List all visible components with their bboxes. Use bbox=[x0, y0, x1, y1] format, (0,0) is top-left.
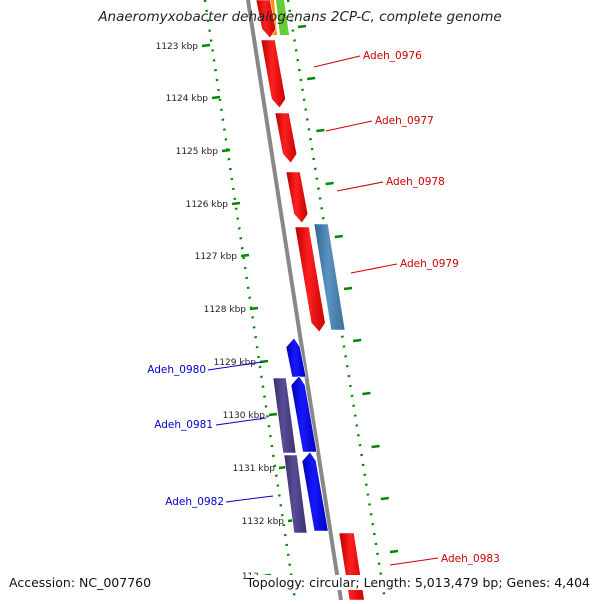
gene-leader-line bbox=[350, 263, 398, 274]
tick-label: 1127 kbp bbox=[195, 252, 238, 262]
accession-text: Accession: NC_007760 bbox=[9, 575, 152, 590]
gene-label[interactable]: Adeh_0982 bbox=[165, 496, 224, 508]
feature-top-green[interactable] bbox=[276, 0, 289, 35]
gene-arrow-adeh-0976[interactable] bbox=[260, 39, 286, 109]
tick-mark bbox=[211, 95, 221, 100]
tick-label: 1126 kbp bbox=[186, 200, 229, 210]
gene-layer bbox=[255, 0, 365, 601]
gene-label[interactable]: Adeh_0983 bbox=[441, 553, 500, 565]
feature-adeh-0981[interactable] bbox=[272, 377, 297, 454]
tick-label: 1124 kbp bbox=[166, 94, 209, 104]
forward-dotted-track bbox=[286, 0, 387, 601]
gene-leader-line bbox=[313, 55, 361, 68]
feature-adeh-0982[interactable] bbox=[283, 454, 308, 534]
gene-arrow-adeh-0977[interactable] bbox=[274, 112, 298, 164]
gene-arrow-adeh-0979[interactable] bbox=[294, 226, 326, 333]
feature-adeh-0979[interactable] bbox=[313, 223, 346, 331]
tick-label: 1130 kbp bbox=[223, 411, 266, 421]
gene-leader-line bbox=[225, 495, 274, 503]
tick-mark bbox=[371, 444, 380, 449]
gene-arrow-top[interactable] bbox=[255, 0, 277, 39]
gene-label[interactable]: Adeh_0981 bbox=[154, 419, 213, 431]
gene-label[interactable]: Adeh_0977 bbox=[375, 115, 434, 127]
gene-arrow-adeh-0982[interactable] bbox=[301, 451, 329, 532]
label-layer: Adeh_0976 Adeh_0977 Adeh_0978 Adeh_0979 Adeh… bbox=[147, 50, 500, 566]
gene-arrow-adeh-0981[interactable] bbox=[290, 375, 318, 453]
gene-label[interactable]: Adeh_0976 bbox=[363, 50, 422, 62]
tick-mark bbox=[325, 181, 334, 186]
tick-label: 1132 kbp bbox=[242, 517, 285, 527]
tick-label: 1131 kbp bbox=[233, 464, 276, 474]
gene-label[interactable]: Adeh_0978 bbox=[386, 176, 445, 188]
map-title: Anaeromyxobacter dehalogenans 2CP-C, com… bbox=[98, 9, 502, 25]
tick-mark bbox=[240, 253, 250, 258]
gene-leader-line bbox=[336, 181, 384, 192]
tick-mark bbox=[343, 286, 353, 291]
tick-mark bbox=[221, 148, 231, 153]
genome-backbone bbox=[246, 0, 343, 601]
tick-mark bbox=[268, 412, 278, 417]
tick-mark bbox=[201, 43, 211, 48]
tick-mark bbox=[249, 306, 259, 311]
gene-leader-line bbox=[325, 120, 373, 132]
gene-arrow-adeh-0978[interactable] bbox=[285, 171, 309, 224]
tick-mark bbox=[307, 76, 316, 81]
tick-label: 1128 kbp bbox=[204, 305, 247, 315]
tick-mark bbox=[334, 234, 343, 239]
gene-arrow-adeh-0980[interactable] bbox=[285, 337, 307, 378]
tick-label: 1129 kbp bbox=[214, 358, 257, 368]
tick-mark bbox=[316, 128, 325, 133]
tick-mark bbox=[362, 391, 371, 396]
gene-leader-line bbox=[207, 361, 263, 371]
tick-mark bbox=[297, 24, 307, 29]
tick-layer: 1123 kbp 1124 kbp 1125 kbp 1126 kbp 1127 kbp… bbox=[156, 24, 399, 582]
gene-leader-line bbox=[389, 557, 439, 566]
tick-mark bbox=[380, 496, 389, 501]
gene-label[interactable]: Adeh_0979 bbox=[400, 258, 459, 270]
tick-label: 1123 kbp bbox=[156, 42, 199, 52]
gene-label[interactable]: Adeh_0980 bbox=[147, 364, 206, 376]
tick-mark bbox=[389, 549, 399, 554]
tick-mark bbox=[231, 201, 241, 206]
genome-summary-text: Topology: circular; Length: 5,013,479 bp… bbox=[246, 575, 590, 590]
reverse-dotted-track bbox=[203, 0, 297, 601]
tick-label: 1125 kbp bbox=[176, 147, 219, 157]
tick-mark bbox=[353, 338, 362, 343]
gene-leader-line bbox=[215, 417, 267, 426]
